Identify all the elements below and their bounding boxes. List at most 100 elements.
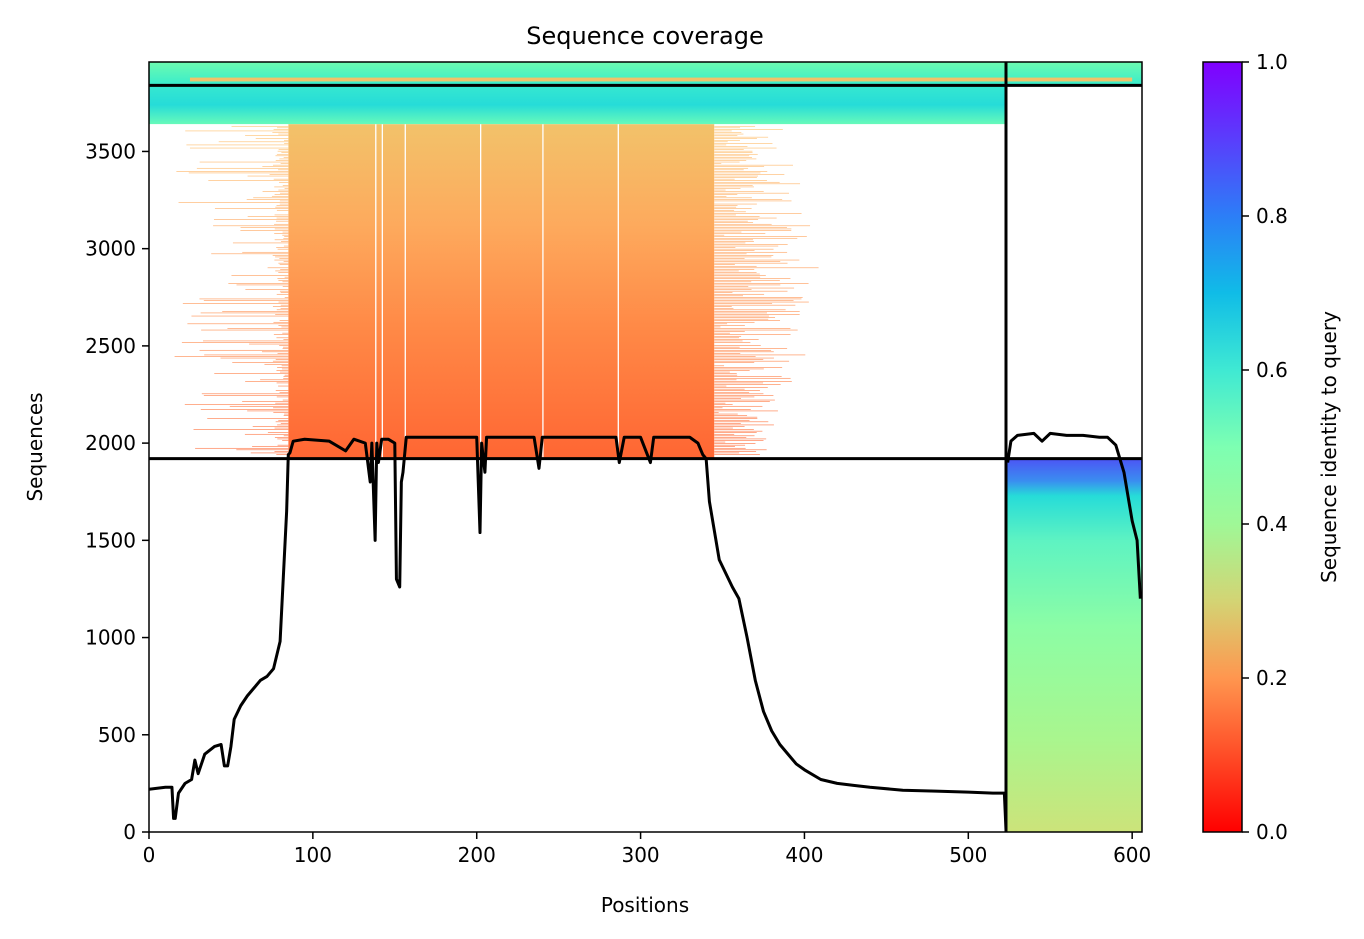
alignment-fringe: [714, 349, 772, 351]
alignment-fringe: [714, 399, 775, 401]
alignment-fringe: [276, 337, 289, 339]
coverage-block: [149, 62, 1006, 86]
colorbar-gradient: [1202, 61, 1243, 833]
alignment-fringe: [187, 323, 289, 325]
alignment-fringe: [278, 301, 289, 303]
alignment-fringe: [714, 223, 772, 225]
alignment-fringe: [227, 328, 289, 329]
y-tick-label: 2000: [85, 431, 136, 455]
alignment-fringe: [281, 152, 289, 153]
coverage-block: [149, 85, 1006, 125]
alignment-fringe: [714, 188, 741, 189]
alignment-fringe: [276, 293, 289, 295]
colorbar-tick-label: 0.2: [1256, 666, 1288, 690]
alignment-fringe: [193, 429, 289, 430]
alignment-fringe: [273, 412, 289, 413]
alignment-fringe: [714, 454, 760, 455]
alignment-fringe: [714, 143, 773, 144]
alignment-fringe: [714, 419, 750, 421]
alignment-fringe: [277, 438, 289, 440]
alignment-fringe: [203, 340, 289, 342]
alignment-fringe: [240, 230, 289, 231]
alignment-fringe: [208, 180, 289, 181]
alignment-fringe: [269, 174, 289, 175]
alignment-fringe: [714, 357, 774, 359]
alignment-fringe: [714, 203, 757, 205]
alignment-fringe: [261, 351, 289, 353]
alignment-fringe: [714, 328, 791, 329]
alignment-fringe: [277, 424, 289, 426]
alignment-fringe: [714, 216, 760, 217]
alignment-fringe: [714, 181, 780, 183]
alignment-fringe: [275, 270, 289, 272]
alignment-fringe: [273, 334, 289, 335]
colorbar-ticks: 0.0 0.2 0.4 0.6 0.8 1.0: [1242, 50, 1288, 844]
y-axis-label: Sequences: [23, 392, 47, 501]
alignment-fringe: [245, 381, 289, 382]
alignment-fringe: [279, 203, 289, 205]
alignment-fringe: [714, 405, 763, 407]
alignment-fringe: [280, 269, 289, 270]
alignment-fringe: [714, 325, 745, 326]
alignment-fringe: [279, 158, 289, 160]
alignment-fringe: [714, 178, 735, 180]
alignment-fringe: [260, 379, 289, 381]
alignment-fringe: [186, 144, 289, 146]
alignment-fringe: [714, 139, 740, 141]
alignment-fringe: [714, 225, 811, 227]
alignment-fringe: [236, 284, 289, 286]
alignment-fringe: [714, 388, 745, 390]
alignment-fringe: [199, 298, 289, 300]
alignment-fringe: [276, 217, 289, 219]
alignment-fringe: [714, 171, 768, 172]
alignment-fringe: [211, 253, 289, 255]
alignment-fringe: [714, 242, 746, 244]
coverage-line: [149, 435, 1008, 831]
alignment-fringe: [714, 426, 745, 427]
alignment-fringe: [714, 376, 782, 377]
alignment-fringe: [714, 163, 722, 164]
alignment-fringe: [185, 130, 289, 132]
alignment-fringe: [714, 437, 747, 438]
alignment-fringe: [200, 409, 289, 410]
alignment-fringe: [714, 153, 758, 155]
alignment-fringe: [275, 402, 289, 404]
gap-column: [617, 124, 619, 459]
colorbar-tick-label: 1.0: [1256, 50, 1288, 74]
alignment-fringe: [267, 267, 289, 269]
alignment-fringe: [714, 144, 727, 146]
alignment-fringe: [276, 153, 289, 155]
alignment-fringe: [714, 433, 735, 435]
x-axis: 0 100 200 300 400 500 600: [143, 832, 1151, 867]
alignment-fringe: [252, 426, 289, 427]
alignment-fringe: [229, 405, 289, 407]
alignment-fringe: [281, 241, 289, 242]
alignment-fringe: [714, 451, 757, 452]
alignment-fringe: [283, 377, 289, 379]
alignment-fringe: [714, 312, 768, 314]
alignment-fringe: [714, 292, 733, 293]
alignment-fringe: [714, 183, 801, 185]
alignment-fringe: [714, 158, 757, 160]
alignment-fringe: [714, 234, 725, 236]
alignment-fringe: [247, 175, 289, 177]
alignment-fringe: [714, 191, 764, 192]
alignment-fringe: [284, 236, 289, 237]
alignment-fringe: [714, 311, 800, 312]
alignment-fringe: [714, 290, 788, 292]
alignment-fringe: [714, 427, 733, 429]
alignment-fringe: [222, 311, 289, 312]
alignment-fringe: [714, 253, 747, 255]
alignment-fringe: [714, 345, 761, 346]
alignment-fringe: [280, 423, 289, 424]
coverage-block: [1005, 77, 1133, 82]
alignment-fringe: [246, 199, 289, 200]
alignment-fringe: [714, 169, 744, 171]
alignment-fringe: [283, 139, 289, 141]
alignment-fringe: [204, 354, 289, 356]
alignment-fringe: [278, 149, 289, 150]
alignment-fringe: [714, 409, 751, 410]
alignment-fringe: [245, 289, 289, 290]
alignment-fringe: [276, 205, 289, 206]
alignment-fringe: [283, 435, 289, 437]
